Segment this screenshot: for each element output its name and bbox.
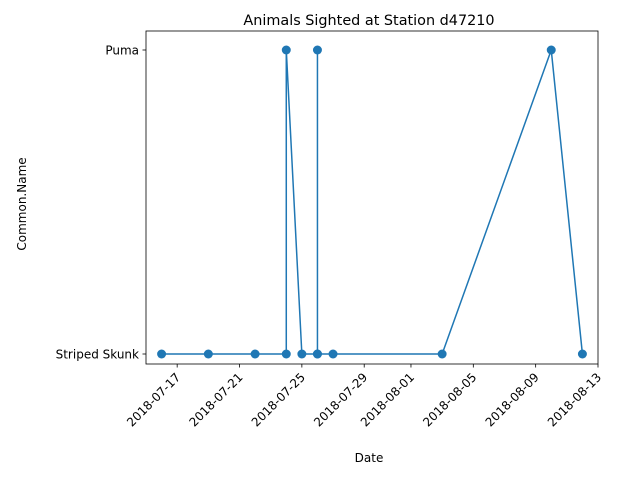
data-point <box>297 349 307 359</box>
series-line <box>161 49 584 355</box>
data-point <box>437 349 447 359</box>
x-axis-label: Date <box>355 451 384 465</box>
plot-frame <box>145 30 599 365</box>
y-axis: Striped Skunk Puma <box>56 44 146 362</box>
x-tick-label: 2018-08-05 <box>420 370 479 429</box>
x-tick-label: 2018-07-25 <box>249 370 308 429</box>
y-tick-label: Puma <box>105 44 139 58</box>
data-point <box>281 349 291 359</box>
data-point <box>281 45 291 55</box>
data-point <box>328 349 338 359</box>
data-point <box>250 349 260 359</box>
plot-area <box>157 45 587 359</box>
data-point <box>157 349 167 359</box>
data-point <box>203 349 213 359</box>
y-axis-label: Common.Name <box>15 157 29 250</box>
data-point <box>546 45 556 55</box>
y-tick-label: Striped Skunk <box>56 348 139 362</box>
x-tick-label: 2018-07-17 <box>124 370 183 429</box>
x-tick-label: 2018-08-13 <box>545 370 604 429</box>
x-tick-label: 2018-07-21 <box>186 370 245 429</box>
data-point <box>577 349 587 359</box>
data-point <box>312 349 322 359</box>
x-axis: 2018-07-17 2018-07-21 2018-07-25 2018-07-29… <box>124 364 604 429</box>
chart-title: Animals Sighted at Station d47210 <box>243 13 494 29</box>
x-tick-label: 2018-08-09 <box>483 370 542 429</box>
data-point <box>312 45 322 55</box>
